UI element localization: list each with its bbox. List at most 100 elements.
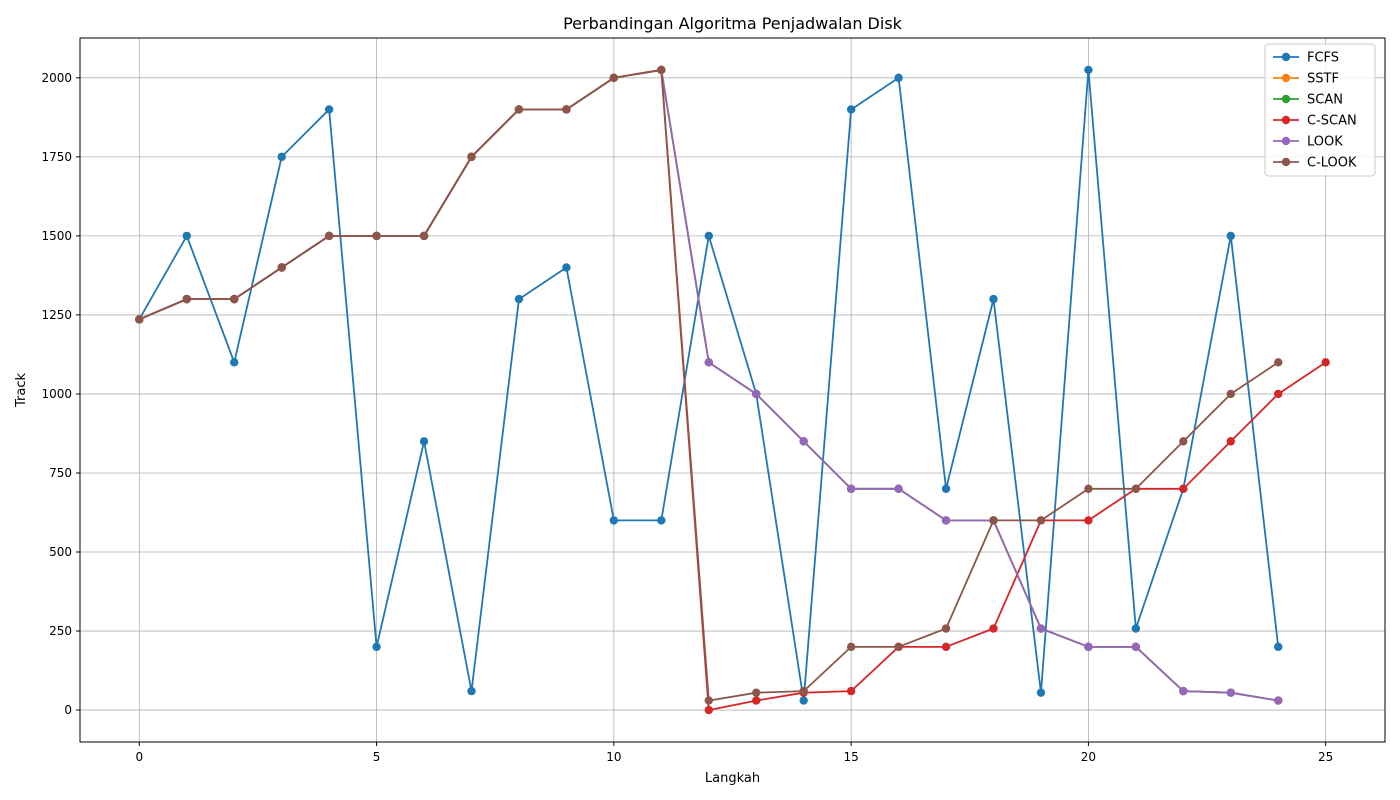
data-point-c-scan [1226, 437, 1235, 446]
data-point-fcfs [1131, 624, 1141, 633]
series-scan [135, 65, 1283, 705]
series-c-look [135, 65, 1283, 705]
y-axis-title: Track [14, 373, 29, 408]
legend-swatch-marker [1281, 136, 1291, 146]
series-line-c-look [138, 69, 1279, 702]
y-tick-label: 500 [49, 545, 72, 559]
data-point-c-look [1179, 437, 1188, 446]
data-point-look [846, 484, 856, 493]
data-point-c-look [182, 294, 191, 304]
legend: FCFS SSTF SCAN C-SCAN LOOK C-LOOK [1264, 43, 1376, 177]
data-point-fcfs [609, 516, 619, 525]
data-point-look [799, 437, 808, 446]
data-point-c-look [562, 105, 571, 114]
data-point-fcfs [989, 294, 998, 304]
data-point-fcfs [277, 152, 286, 162]
data-point-fcfs [704, 231, 713, 241]
data-point-c-look [1036, 516, 1046, 525]
data-point-c-look [1226, 389, 1235, 399]
data-point-c-look [894, 642, 903, 652]
x-tick-label: 0 [135, 750, 143, 764]
data-point-c-look [372, 231, 381, 241]
data-point-c-scan [1179, 484, 1188, 493]
data-point-c-look [941, 624, 951, 633]
data-point-fcfs [372, 642, 381, 652]
data-point-c-look [324, 231, 334, 241]
series-fcfs [135, 65, 1283, 705]
data-point-c-look [1084, 484, 1093, 493]
series-c-scan [135, 65, 1330, 715]
data-point-c-look [752, 688, 761, 697]
data-point-fcfs [182, 231, 191, 241]
data-point-c-look [1131, 484, 1141, 493]
data-point-c-look [277, 263, 286, 272]
series-layer [135, 65, 1330, 715]
data-point-fcfs [799, 696, 808, 705]
legend-swatch-marker [1281, 73, 1291, 83]
data-point-fcfs [514, 294, 524, 304]
x-tick-label: 10 [606, 750, 621, 764]
data-point-c-scan [1084, 516, 1093, 525]
data-point-fcfs [230, 358, 239, 367]
data-point-fcfs [941, 484, 951, 493]
data-point-fcfs [419, 437, 429, 446]
series-line-scan [138, 69, 1279, 702]
data-point-look [894, 484, 903, 493]
data-point-c-scan [704, 705, 713, 715]
data-point-c-scan [752, 696, 761, 705]
data-point-look [941, 516, 951, 525]
y-tick-label: 750 [49, 466, 72, 480]
data-point-fcfs [894, 73, 903, 83]
data-point-c-look [657, 65, 666, 75]
y-tick-label: 1250 [41, 308, 72, 322]
data-point-fcfs [562, 263, 571, 272]
data-point-fcfs [467, 686, 476, 696]
legend-box [1264, 43, 1376, 177]
legend-item-scan: SCAN [1273, 93, 1343, 108]
legend-label: C-SCAN [1307, 114, 1357, 129]
data-point-fcfs [1274, 642, 1283, 652]
data-point-fcfs [846, 105, 856, 114]
legend-item-fcfs: FCFS [1273, 51, 1339, 66]
data-point-c-look [467, 152, 476, 162]
legend-swatch-marker [1281, 52, 1291, 62]
y-tick-label: 1500 [41, 229, 72, 243]
grid [80, 38, 1385, 742]
legend-label: C-LOOK [1307, 156, 1357, 171]
legend-label: LOOK [1307, 135, 1343, 150]
legend-label: SCAN [1307, 93, 1343, 108]
chart-title: Perbandingan Algoritma Penjadwalan Disk [563, 14, 903, 33]
series-sstf [135, 65, 1283, 705]
data-point-look [1274, 696, 1283, 705]
y-tick-label: 2000 [41, 71, 72, 85]
data-point-look [1131, 642, 1141, 652]
legend-swatch-marker [1281, 94, 1291, 104]
x-tick-label: 20 [1081, 750, 1096, 764]
data-point-c-scan [1274, 389, 1283, 399]
data-point-look [1226, 688, 1235, 697]
x-tick-label: 25 [1318, 750, 1333, 764]
legend-swatch-marker [1281, 157, 1291, 167]
legend-item-sstf: SSTF [1273, 72, 1339, 87]
data-point-fcfs [1036, 688, 1046, 697]
x-tick-label: 5 [373, 750, 381, 764]
y-tick-label: 250 [49, 624, 72, 638]
legend-item-c-look: C-LOOK [1273, 156, 1357, 171]
legend-item-c-scan: C-SCAN [1273, 114, 1357, 129]
data-point-fcfs [1226, 231, 1235, 241]
series-look [135, 65, 1283, 705]
data-point-c-look [704, 696, 713, 705]
x-tick-label: 15 [843, 750, 858, 764]
series-line-fcfs [138, 69, 1280, 702]
data-point-c-scan [989, 624, 998, 633]
data-point-fcfs [657, 516, 666, 525]
data-point-c-scan [941, 642, 951, 652]
data-point-c-scan [846, 686, 856, 696]
data-point-fcfs [1084, 65, 1093, 75]
legend-item-look: LOOK [1273, 135, 1343, 150]
legend-swatch-marker [1281, 115, 1291, 125]
data-point-c-look [609, 73, 619, 83]
y-tick-label: 1000 [41, 387, 72, 401]
data-point-c-look [419, 231, 429, 241]
